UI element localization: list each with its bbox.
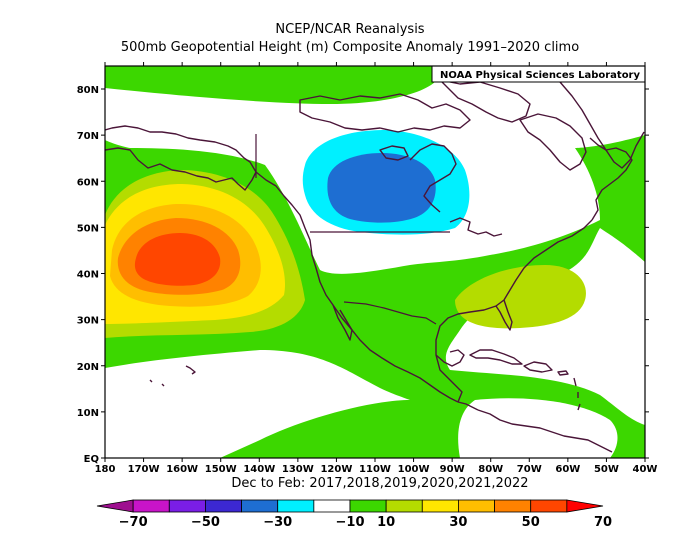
lon-tick-label: 40W xyxy=(633,464,658,475)
lon-tick-label: 80W xyxy=(478,464,503,475)
latitude-axis: 80N 70N 60N 50N 40N 30N 20N 10N EQ xyxy=(77,85,649,465)
pacific-positive-60 xyxy=(134,233,221,286)
white-region-pacific xyxy=(105,350,410,458)
colorbar-tick-label: −10 xyxy=(335,515,365,530)
colorbar-bin xyxy=(241,499,279,513)
map-title: NCEP/NCAR Reanalysis xyxy=(275,22,425,37)
colorbar-bin xyxy=(277,499,315,513)
baffin-island xyxy=(519,113,587,171)
colorbar-bin xyxy=(132,499,170,513)
lon-tick-label: 50W xyxy=(594,464,619,475)
lon-tick-label: 140W xyxy=(243,464,275,475)
lon-tick-label: 180 xyxy=(95,464,116,475)
lon-tick-label: 90W xyxy=(440,464,465,475)
period-label: Dec to Feb: 2017,2018,2019,2020,2021,202… xyxy=(231,476,529,491)
colorbar-bin xyxy=(458,499,495,513)
florida-east-coast xyxy=(495,219,593,331)
lon-tick-label: 120W xyxy=(320,464,352,475)
alaska-coast xyxy=(105,125,257,191)
atlantic-positive-20 xyxy=(455,265,586,329)
colorbar-bin xyxy=(494,499,532,513)
colorbar-tick-label: −30 xyxy=(263,515,293,530)
colorbar xyxy=(96,499,604,513)
anomaly-field xyxy=(105,66,645,458)
colorbar-tick-label: −70 xyxy=(118,515,148,530)
colorbar-bin xyxy=(566,499,604,513)
colorbar-tick-label: 10 xyxy=(377,515,396,530)
lon-tick-label: 170W xyxy=(128,464,160,475)
cuba xyxy=(469,349,523,365)
hawaii xyxy=(149,365,196,387)
lon-tick-label: 160W xyxy=(166,464,198,475)
hispaniola xyxy=(523,361,553,373)
lon-tick-label: 130W xyxy=(282,464,314,475)
great-lakes xyxy=(449,217,503,237)
colorbar-bin xyxy=(168,499,206,513)
colorbar-tick-label: 50 xyxy=(521,515,540,530)
white-region-atlantic xyxy=(445,228,645,425)
canada-negative-20 xyxy=(327,153,436,223)
lesser-antilles xyxy=(573,377,581,411)
colorbar-bin xyxy=(421,499,459,513)
hudson-bay xyxy=(409,143,457,213)
longitude-axis: 180 170W 160W 150W 140W 130W 120W 110W 100W 90W 80… xyxy=(95,62,658,475)
lon-tick-label: 60W xyxy=(555,464,580,475)
lat-tick-label: 40N xyxy=(77,270,99,281)
arctic-archipelago-3 xyxy=(379,145,409,161)
lon-tick-label: 70W xyxy=(517,464,542,475)
lat-tick-label: 30N xyxy=(77,316,99,327)
us-mexico-border xyxy=(343,301,437,325)
lon-tick-label: 150W xyxy=(205,464,237,475)
colorbar-tick-label: −50 xyxy=(190,515,220,530)
south-america-coast xyxy=(477,409,613,453)
colorbar-bin xyxy=(385,499,423,513)
political-borders xyxy=(255,134,450,325)
colorbar-bin xyxy=(313,499,351,513)
map-subtitle: 500mb Geopotential Height (m) Composite … xyxy=(120,40,580,55)
colorbar-bin xyxy=(530,499,568,513)
colorbar-bin xyxy=(96,499,134,513)
colorbar-bin xyxy=(349,499,387,513)
lat-tick-label: 20N xyxy=(77,362,99,373)
lat-tick-label: EQ xyxy=(84,454,99,465)
puerto-rico xyxy=(557,370,569,376)
lat-tick-label: 50N xyxy=(77,223,99,234)
arctic-archipelago-1 xyxy=(299,93,471,133)
panama xyxy=(457,401,479,411)
colorbar-tick-label: 70 xyxy=(593,515,613,530)
lon-tick-label: 110W xyxy=(359,464,391,475)
lat-tick-label: 10N xyxy=(77,408,99,419)
lat-tick-label: 70N xyxy=(77,131,99,142)
lat-tick-label: 80N xyxy=(77,85,99,96)
gulf-coast-mexico xyxy=(435,299,505,403)
lat-tick-label: 60N xyxy=(77,177,99,188)
lon-tick-label: 100W xyxy=(398,464,430,475)
credit-label: NOAA Physical Sciences Laboratory xyxy=(440,70,641,81)
yucatan xyxy=(435,349,465,367)
baja-california xyxy=(332,304,353,341)
colorbar-bin xyxy=(205,499,242,513)
colorbar-tick-label: 30 xyxy=(449,515,468,530)
